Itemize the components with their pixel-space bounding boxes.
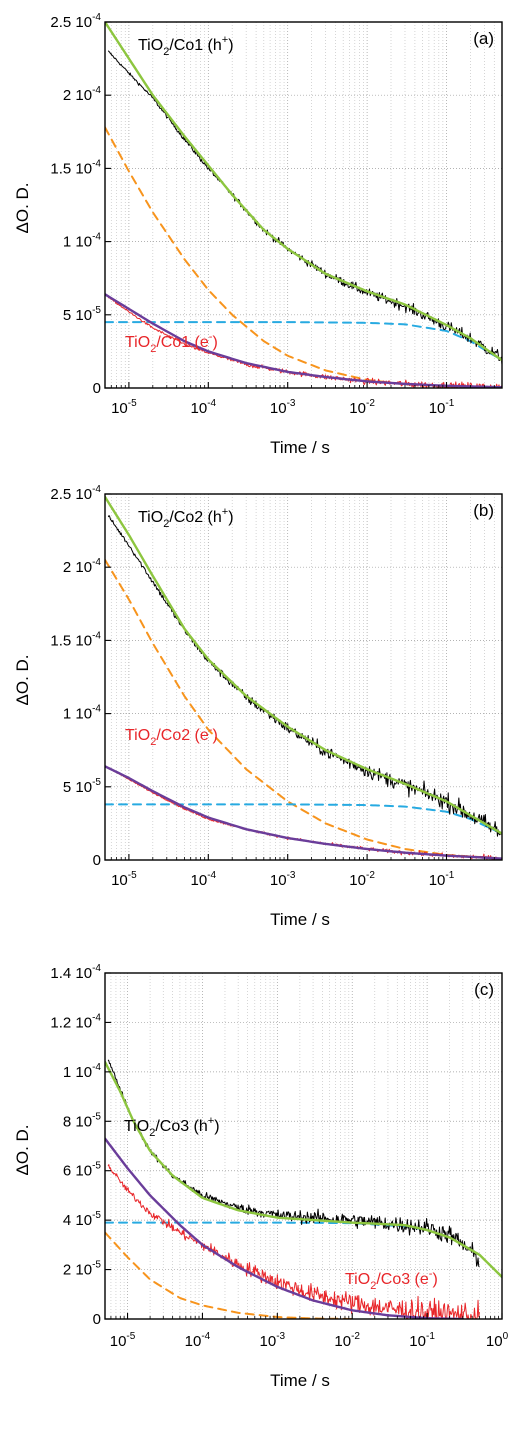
x-tick-label: 100: [486, 1331, 509, 1350]
panel-label: (c): [474, 980, 494, 999]
y-tick-label: 1.2 10-4: [50, 1012, 101, 1031]
series-tio2-co1-h-fit: [105, 22, 502, 362]
series-group: [105, 495, 502, 860]
panel-label: (a): [473, 29, 494, 48]
plot-frame: [104, 493, 503, 861]
x-tick-label: 10-3: [260, 1331, 286, 1350]
y-tick-label: 1 10-4: [63, 704, 102, 723]
gridlines: [104, 22, 503, 388]
chart-panel-c: 10-5 10-4 10-3 10-2 10-1 100 0 2 10-5 4 10-5 6 10…: [13, 963, 509, 1390]
panel-label: (b): [473, 501, 494, 520]
y-tick-label: 1 10-4: [63, 232, 102, 251]
y-tick-label: 0: [93, 1311, 101, 1328]
series-tio2-co1-h: [107, 50, 502, 365]
series-tio2-co2-e: [107, 767, 502, 860]
y-tick-label: 5 10-5: [63, 305, 102, 324]
series-tio2-co3-e: [107, 1164, 480, 1319]
x-tick-label: 10-3: [270, 398, 296, 417]
y-tick-label: 1 10-4: [63, 1062, 102, 1081]
series-slow-component: [105, 803, 502, 835]
series-annotation: TiO2/Co3 (e-): [345, 1268, 438, 1292]
series-tio2-co3-e-fit: [105, 1137, 465, 1319]
series-annotation: TiO2/Co1 (e-): [125, 331, 218, 355]
series-group: [105, 22, 502, 388]
y-axis-label: ΔO. D.: [13, 182, 32, 233]
series-tio2-co2-e-fit: [105, 765, 502, 860]
series-tio2-co3-h-fit: [105, 1060, 502, 1279]
y-tick-label: 5 10-5: [63, 777, 102, 796]
series-fast-component: [105, 558, 502, 860]
plot-frame: [104, 972, 503, 1320]
y-tick-label: 0: [93, 380, 101, 397]
y-tick-label: 4 10-5: [63, 1210, 102, 1229]
x-axis-label: Time / s: [270, 438, 330, 457]
y-tick-label: 8 10-5: [63, 1111, 102, 1130]
x-tick-label: 10-1: [429, 398, 455, 417]
x-tick-label: 10-5: [111, 870, 137, 889]
x-tick-label: 10-1: [409, 1331, 435, 1350]
y-tick-label: 2.5 10-4: [50, 484, 101, 503]
x-tick-label: 10-4: [185, 1331, 211, 1350]
y-tick-label: 2 10-5: [63, 1260, 102, 1279]
x-tick-label: 10-2: [349, 398, 375, 417]
series-slow-component: [105, 1221, 502, 1278]
y-tick-label: 0: [93, 852, 101, 869]
y-tick-label: 1.4 10-4: [50, 963, 101, 982]
y-tick-label: 1.5 10-4: [50, 158, 101, 177]
x-tick-label: 10-1: [429, 870, 455, 889]
plot-frame: [104, 21, 503, 389]
series-annotation: TiO2/Co2 (e-): [125, 724, 218, 748]
gridlines: [104, 973, 503, 1319]
y-tick-label: 1.5 10-4: [50, 630, 101, 649]
series-tio2-co1-e-fit: [105, 293, 502, 388]
x-tick-label: 10-4: [191, 398, 217, 417]
x-tick-label: 10-5: [110, 1331, 136, 1350]
y-tick-label: 2 10-4: [63, 85, 102, 104]
x-tick-label: 10-2: [334, 1331, 360, 1350]
gridlines: [104, 494, 503, 860]
y-tick-label: 2 10-4: [63, 557, 102, 576]
x-tick-label: 10-5: [111, 398, 137, 417]
x-tick-label: 10-2: [349, 870, 375, 889]
chart-panel-a: 10-5 10-4 10-3 10-2 10-1 0 5 10-5 1 10-4 1.5 10-…: [13, 12, 503, 457]
series-tio2-co2-h-fit: [105, 495, 502, 835]
series-slow-component: [105, 321, 502, 362]
y-axis-label: ΔO. D.: [13, 1124, 32, 1175]
x-axis-label: Time / s: [270, 1371, 330, 1390]
series-fast-component: [105, 1231, 354, 1319]
y-axis-label: ΔO. D.: [13, 654, 32, 705]
series-annotation: TiO2/Co1 (h+): [138, 34, 234, 58]
chart-panel-b: 10-5 10-4 10-3 10-2 10-1 0 5 10-5 1 10-4 1.5 10-…: [13, 484, 503, 929]
series-annotation: TiO2/Co2 (h+): [138, 506, 234, 530]
x-tick-label: 10-3: [270, 870, 296, 889]
y-tick-label: 2.5 10-4: [50, 12, 101, 31]
series-group: [105, 1059, 502, 1319]
x-tick-label: 10-4: [191, 870, 217, 889]
series-annotation: TiO2/Co3 (h+): [124, 1115, 220, 1139]
x-axis-label: Time / s: [270, 910, 330, 929]
y-tick-label: 6 10-5: [63, 1161, 102, 1180]
